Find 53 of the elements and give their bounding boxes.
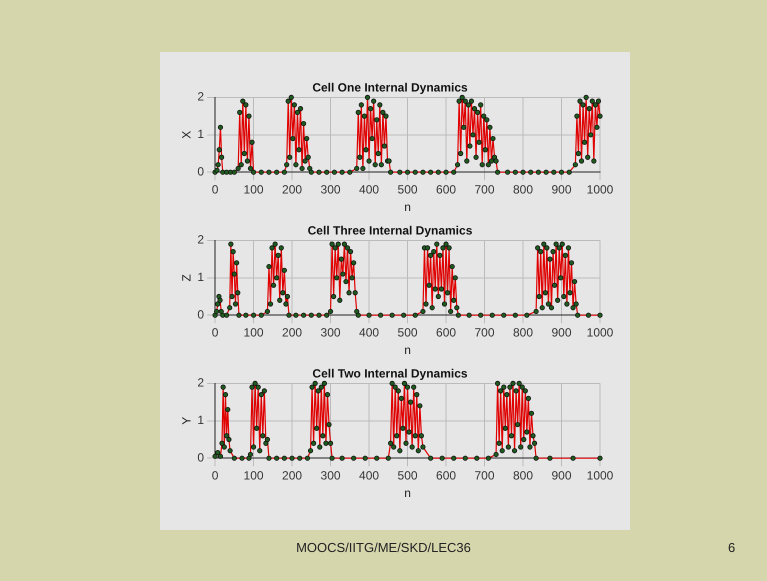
chart-title: Cell One Internal Dynamics [312,80,468,95]
x-tick-label: 300 [320,182,341,197]
y-tick-label: 0 [197,450,204,465]
y-tick-label: 1 [197,270,204,284]
x-tick-label: 700 [474,326,495,340]
x-tick-label: 200 [282,182,302,197]
y-tick-label: 2 [197,90,204,104]
chart-title: Cell Two Internal Dynamics [312,366,468,381]
x-tick-label: 900 [551,326,572,340]
y-tick-label: 1 [197,413,204,428]
x-tick-label: 0 [212,326,219,340]
y-tick-label: 0 [197,164,204,179]
x-tick-label: 900 [551,468,572,483]
x-tick-label: 800 [513,182,534,197]
x-tick-label: 400 [359,468,380,483]
x-tick-label: 800 [513,468,534,483]
x-tick-label: 100 [244,326,264,340]
x-tick-label: 200 [282,326,302,340]
x-tick-label: 100 [244,468,264,483]
x-tick-label: 500 [398,326,418,340]
x-tick-label: 100 [244,182,264,197]
x-tick-label: 800 [513,326,534,340]
x-tick-label: 900 [551,182,572,197]
x-tick-label: 600 [436,182,456,197]
x-tick-label: 400 [359,326,380,340]
y-tick-label: 2 [197,232,204,247]
x-tick-label: 1000 [586,326,614,340]
x-tick-label: 700 [474,468,495,483]
x-tick-label: 1000 [586,182,614,197]
x-tick-label: 300 [320,468,341,483]
x-tick-label: 400 [359,182,380,197]
chart-title: Cell Three Internal Dynamics [308,224,473,238]
x-tick-label: 1000 [586,468,614,483]
text: 6 [728,540,736,555]
x-tick-label: 0 [212,182,219,197]
x-axis-title: n [404,343,411,358]
x-tick-label: 300 [320,326,341,340]
x-axis-title: n [404,200,411,214]
x-tick-label: 500 [398,182,418,197]
x-axis-title: n [404,486,411,500]
x-tick-label: 600 [436,326,456,340]
y-axis-title: X [180,130,194,139]
y-axis-title: Z [180,274,194,282]
x-tick-label: 700 [474,182,495,197]
x-tick-label: 0 [212,468,219,483]
x-tick-label: 500 [398,468,418,483]
y-axis-title: Y [180,416,194,425]
x-tick-label: 600 [436,468,456,483]
y-tick-label: 2 [197,376,204,390]
text: MOOCS/IITG/ME/SKD/LEC36 [296,540,471,555]
x-tick-label: 200 [282,468,302,483]
y-tick-label: 0 [197,308,204,322]
y-tick-label: 1 [197,127,204,142]
